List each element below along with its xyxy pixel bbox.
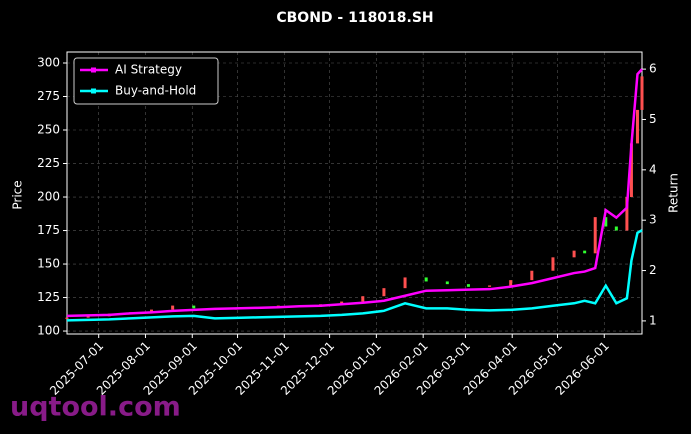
legend-marker: [91, 67, 96, 73]
candle: [424, 277, 428, 282]
y2-axis-label: Return: [667, 173, 681, 213]
candle: [635, 109, 639, 144]
y2-tick-label: 3: [649, 213, 657, 227]
candle: [361, 296, 365, 302]
candle: [530, 270, 534, 281]
y-tick-label: 150: [37, 257, 60, 271]
legend-box: [73, 57, 219, 105]
candle: [192, 305, 196, 309]
y2-tick-label: 2: [649, 263, 657, 277]
y-axis-label: Price: [11, 180, 25, 209]
y-tick-label: 225: [37, 156, 60, 170]
legend-label: Buy-and-Hold: [115, 84, 196, 98]
candle: [593, 217, 597, 254]
candle: [65, 317, 69, 319]
candle: [466, 284, 470, 287]
y-tick-label: 175: [37, 223, 60, 237]
candle: [488, 285, 492, 287]
candle: [629, 143, 633, 198]
y-tick-label: 125: [37, 290, 60, 304]
return-line: [66, 68, 643, 318]
candle: [509, 280, 513, 286]
chart-title: CBOND - 118018.SH: [276, 10, 433, 26]
y2-tick-label: 5: [649, 112, 657, 126]
watermark: uqtool.com: [10, 392, 181, 423]
candle: [572, 250, 576, 258]
candle: [150, 309, 154, 313]
legend-label: AI Strategy: [115, 63, 182, 77]
candle: [403, 277, 407, 289]
candle: [614, 226, 618, 231]
plot-frame: [66, 51, 643, 335]
y2-tick-label: 4: [649, 162, 657, 176]
candle: [445, 281, 449, 285]
y-tick-label: 250: [37, 123, 60, 137]
y-tick-label: 100: [37, 324, 60, 338]
candle: [625, 197, 629, 231]
candle: [382, 288, 386, 297]
y-tick-label: 200: [37, 190, 60, 204]
candle: [171, 305, 175, 310]
y2-tick-label: 1: [649, 313, 657, 327]
candle: [604, 217, 608, 227]
candle: [583, 250, 587, 254]
legend-marker: [91, 88, 96, 94]
candle: [86, 316, 90, 318]
y2-tick-label: 6: [649, 62, 657, 76]
candle: [551, 257, 555, 271]
candle: [340, 301, 344, 305]
candle: [640, 76, 644, 110]
y-tick-label: 275: [37, 89, 60, 103]
y-tick-label: 300: [37, 55, 60, 69]
return-line: [66, 229, 643, 322]
